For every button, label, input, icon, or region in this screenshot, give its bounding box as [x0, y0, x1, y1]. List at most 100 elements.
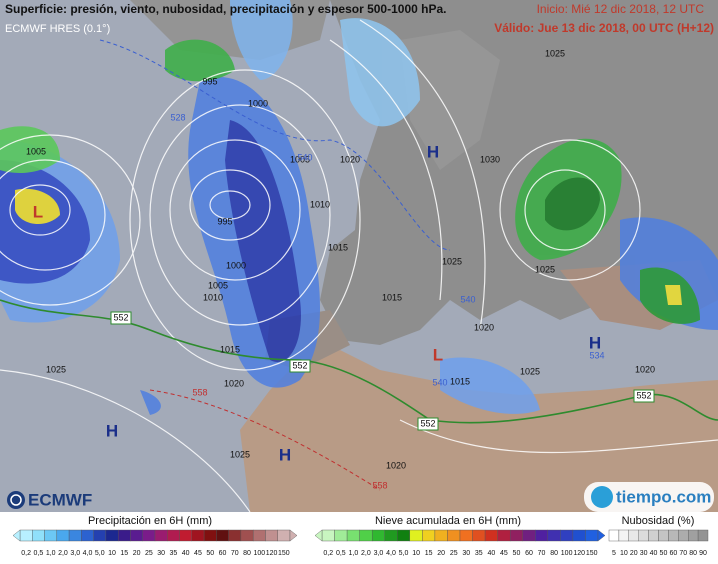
legend-tick-label: 3,0: [70, 550, 80, 557]
legend-swatch: [191, 529, 205, 542]
isobar-label: 1005: [26, 146, 46, 156]
legend-swatch: [179, 529, 193, 542]
thickness-label: 552: [636, 390, 651, 400]
isobar-label: 1005: [208, 280, 228, 290]
legend-tick-label: 100: [253, 550, 265, 557]
legend-tick-label: 50: [513, 550, 521, 557]
legend-swatch: [638, 529, 649, 542]
legend-swatch: [359, 529, 373, 542]
thickness-box: [633, 389, 655, 403]
legend-tick-label: 40: [650, 550, 658, 557]
legend-arrow-right: [597, 529, 606, 542]
isobar-label: 1025: [442, 256, 462, 266]
snow: [0, 39, 700, 324]
legend-swatch: [277, 529, 291, 542]
legend-swatch: [522, 529, 536, 542]
legend-tick-label: 40: [487, 550, 495, 557]
legend-tick-label: 5: [612, 550, 616, 557]
thickness-box: [110, 311, 132, 325]
legend-tick-label: 120: [266, 550, 278, 557]
africa: [240, 350, 718, 512]
thickness-label: 528: [170, 112, 185, 122]
isobar-label: 1025: [46, 364, 66, 374]
legend-tick-label: 15: [425, 550, 433, 557]
pressure-center: H: [589, 333, 601, 352]
thickness-label: 552: [292, 360, 307, 370]
legend-tick-label: 35: [170, 550, 178, 557]
isobar-label: 1000: [248, 98, 268, 108]
precip-title: Precipitación en 6H (mm): [88, 515, 212, 527]
isobar-label: 1000: [226, 260, 246, 270]
legend-swatch: [142, 529, 156, 542]
legend-tick-label: 20: [437, 550, 445, 557]
legend-swatch: [409, 529, 423, 542]
legend-tick-label: 80: [689, 550, 697, 557]
legend-tick-label: 90: [699, 550, 707, 557]
legend-swatch: [216, 529, 229, 542]
legend-tick-label: 10: [620, 550, 628, 557]
legend-tick-label: 2,0: [361, 550, 371, 557]
legend-tick-label: 25: [145, 550, 153, 557]
legend-tick-label: 1,0: [348, 550, 358, 557]
legend-tick-label: 0,2: [323, 550, 333, 557]
isobar-label: 1015: [382, 292, 402, 302]
legend-swatch: [105, 529, 119, 542]
isobar-label: 1020: [224, 378, 244, 388]
legend-swatch: [334, 529, 348, 542]
thickness-box: [417, 417, 439, 431]
legend-tick-label: 40: [182, 550, 190, 557]
start-time: Inicio: Mié 12 dic 2018, 12 UTC: [537, 2, 705, 16]
isobar-label: 1020: [340, 154, 360, 164]
legend-swatch: [434, 529, 448, 542]
legend-swatch: [397, 529, 411, 542]
legend-swatch: [509, 529, 523, 542]
ecmwf-text: ECMWF: [28, 490, 92, 509]
isobar-label: 1020: [635, 364, 655, 374]
legend-tick-label: 70: [231, 550, 239, 557]
legend-arrow-right: [289, 529, 298, 542]
thickness-label: 552: [420, 418, 435, 428]
legend-swatch: [93, 529, 107, 542]
legend-tick-label: 20: [133, 550, 141, 557]
legend-swatch: [560, 529, 574, 542]
legend-tick-label: 50: [660, 550, 668, 557]
legend-swatch: [422, 529, 436, 542]
isobar-label: 1015: [220, 344, 240, 354]
thickness-box: [289, 359, 311, 373]
legend-arrow-left: [314, 529, 323, 542]
legend-swatch: [668, 529, 679, 542]
pressure-center: H: [427, 142, 439, 161]
legend-swatch: [19, 529, 33, 542]
legend-tick-label: 5,0: [399, 550, 409, 557]
isobar-label: 1025: [520, 366, 540, 376]
isobar-label: 1025: [535, 264, 555, 274]
thickness-label: 540: [460, 294, 475, 304]
legend-swatch: [688, 529, 699, 542]
thickness-line-540: [99, 39, 451, 251]
isobar-label: 1015: [328, 242, 348, 252]
model: ECMWF HRES (0.1°): [5, 23, 110, 35]
legend-tick-label: 45: [500, 550, 508, 557]
legend-tick-label: 150: [278, 550, 290, 557]
tiempo-logo: tiempo.com: [584, 482, 714, 512]
legend-tick-label: 50: [206, 550, 214, 557]
legend-tick-label: 0,2: [21, 550, 31, 557]
legend-tick-label: 10: [108, 550, 116, 557]
isobar-label: 1010: [203, 292, 223, 302]
legend-tick-label: 3,0: [374, 550, 384, 557]
legend-swatch: [628, 529, 639, 542]
legend-tick-label: 4,0: [386, 550, 396, 557]
legend-tick-label: 30: [462, 550, 470, 557]
legend-swatch: [608, 529, 620, 542]
legend-swatch: [203, 529, 217, 542]
pressure-center: H: [106, 421, 118, 440]
isobar-label: 1020: [386, 460, 406, 470]
thickness-label: 558: [192, 387, 207, 397]
thickness-label: 540: [297, 152, 312, 162]
isobar-label: 1030: [480, 154, 500, 164]
legend-swatch: [447, 529, 461, 542]
snow-title: Nieve acumulada en 6H (mm): [375, 515, 521, 527]
legend-swatch: [167, 529, 180, 542]
legend-swatch: [497, 529, 511, 542]
isobar-label: 1010: [310, 199, 330, 209]
